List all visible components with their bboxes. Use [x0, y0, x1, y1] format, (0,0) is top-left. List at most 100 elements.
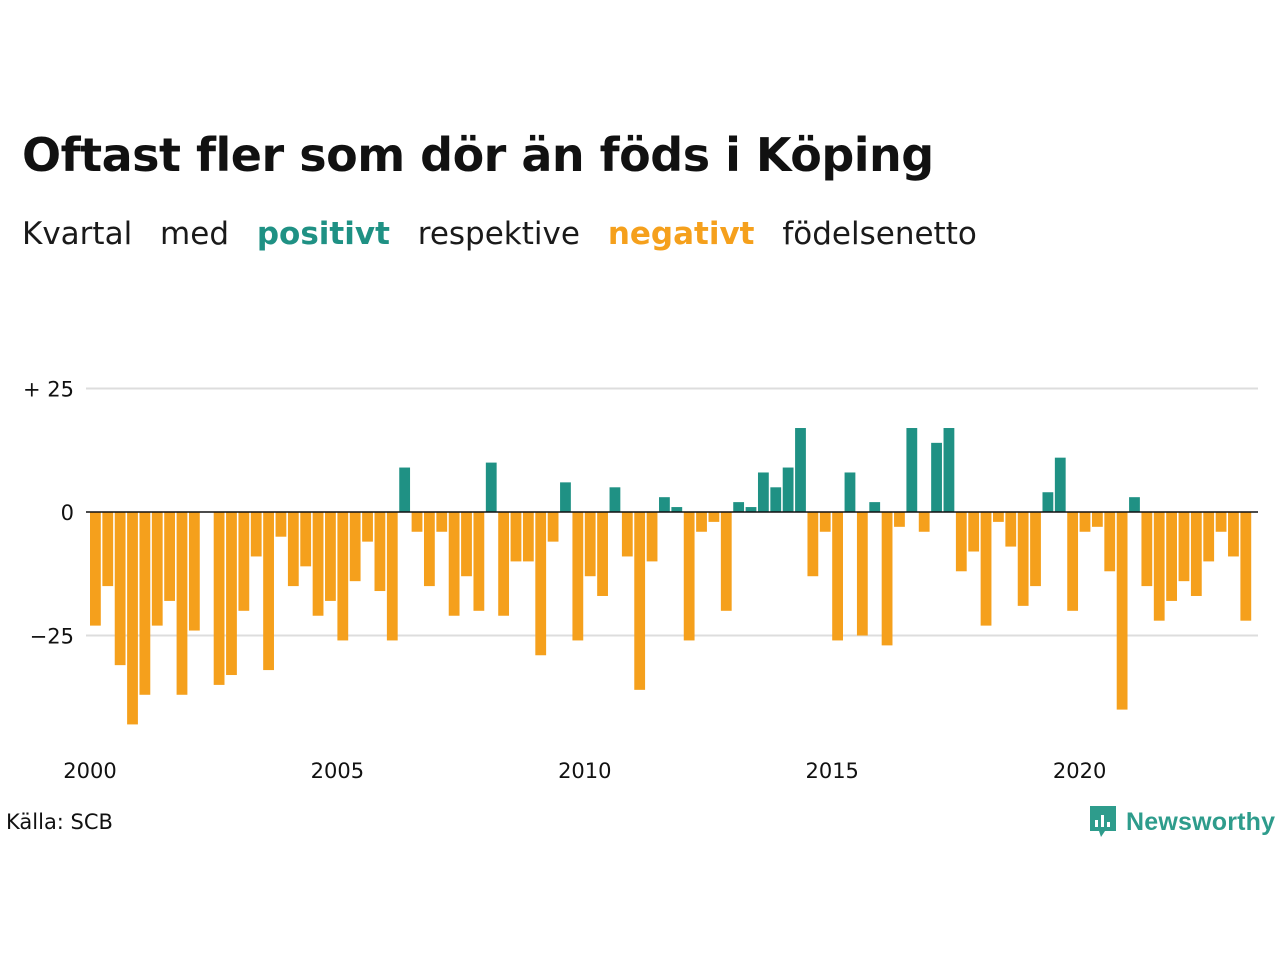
bar	[473, 512, 485, 611]
bar	[621, 512, 633, 557]
subtitle-positive-label: positivt	[256, 216, 390, 252]
bar	[968, 512, 980, 552]
source-label: Källa: SCB	[6, 810, 113, 834]
bar	[411, 512, 423, 532]
bar	[226, 512, 237, 676]
bar	[757, 472, 769, 512]
bar	[894, 512, 905, 527]
bar	[881, 512, 893, 646]
bar	[176, 512, 188, 695]
brand-logo[interactable]: Newsworthy	[1088, 804, 1275, 840]
bar	[1203, 512, 1215, 562]
bar	[856, 512, 868, 636]
bar	[1178, 512, 1190, 582]
bar	[1054, 457, 1066, 512]
subtitle-word-respektive: respektive	[417, 216, 580, 252]
bar	[646, 512, 658, 562]
bar	[263, 512, 274, 671]
bar	[1091, 512, 1103, 527]
y-tick-label: 0	[61, 501, 74, 525]
bar	[659, 497, 670, 512]
bar	[770, 487, 782, 512]
bar	[807, 512, 819, 577]
bar	[498, 512, 510, 616]
bar	[1017, 512, 1029, 606]
bar	[102, 512, 114, 587]
bar	[127, 512, 138, 725]
bar	[325, 512, 336, 601]
x-tick-label: 2005	[311, 759, 364, 783]
bar	[374, 512, 386, 592]
y-tick-label: + 25	[23, 378, 74, 402]
bar	[349, 512, 361, 582]
bar	[114, 512, 126, 666]
bar	[1030, 512, 1041, 587]
bar	[1240, 512, 1252, 621]
bar	[1079, 512, 1091, 532]
bar	[1116, 512, 1128, 710]
brand-name: Newsworthy	[1126, 807, 1276, 836]
bar	[90, 512, 101, 626]
subtitle-word-med: med	[160, 216, 229, 252]
bar	[696, 512, 707, 532]
bar	[547, 512, 559, 542]
bar	[423, 512, 435, 587]
bar	[1129, 497, 1140, 512]
y-tick-label: −25	[30, 625, 74, 649]
bar	[584, 512, 596, 577]
subtitle-word-fodelsenetto: födelsenetto	[782, 216, 977, 252]
chart-subtitle: Kvartal med positivt respektive negativt…	[22, 216, 995, 252]
bar	[312, 512, 324, 616]
bar	[522, 512, 534, 562]
x-tick-label: 2010	[558, 759, 611, 783]
bar	[1104, 512, 1116, 572]
bar	[1141, 512, 1153, 587]
bar	[213, 512, 225, 685]
bar	[1042, 492, 1054, 512]
bar	[720, 512, 732, 611]
bar	[1166, 512, 1177, 601]
bar	[386, 512, 398, 641]
x-tick-label: 2020	[1053, 759, 1106, 783]
x-tick-label: 2000	[63, 759, 116, 783]
bar	[485, 462, 497, 512]
bar	[572, 512, 584, 641]
bar	[955, 512, 967, 572]
bar	[250, 512, 262, 557]
bar	[287, 512, 299, 587]
bar	[337, 512, 349, 641]
bar	[461, 512, 472, 577]
chart-title: Oftast fler som dör än föds i Köping	[22, 128, 934, 182]
bar	[733, 502, 745, 512]
bar	[275, 512, 287, 537]
bar	[560, 482, 571, 512]
bar	[1067, 512, 1079, 611]
bar	[683, 512, 695, 641]
bar	[436, 512, 448, 532]
bar	[1190, 512, 1202, 596]
bar	[708, 512, 720, 522]
bar	[745, 507, 757, 512]
subtitle-negative-label: negativt	[607, 216, 755, 252]
x-tick-label: 2015	[805, 759, 858, 783]
bar	[597, 512, 608, 596]
bar	[844, 472, 856, 512]
bar	[931, 442, 942, 512]
bar	[139, 512, 151, 695]
bar	[943, 428, 955, 512]
bar-chart: + 25 0 −25 2000 2005 2010 2015 2020	[23, 378, 1258, 783]
bar	[1215, 512, 1227, 532]
bar	[1228, 512, 1239, 557]
bar	[980, 512, 992, 626]
bar	[1153, 512, 1165, 621]
bar	[906, 428, 918, 512]
bar	[609, 487, 621, 512]
bar	[151, 512, 163, 626]
bar	[832, 512, 843, 641]
bar	[448, 512, 460, 616]
bar	[782, 467, 794, 512]
bar	[819, 512, 831, 532]
bar	[918, 512, 930, 532]
bar	[510, 512, 522, 562]
bar	[869, 502, 881, 512]
